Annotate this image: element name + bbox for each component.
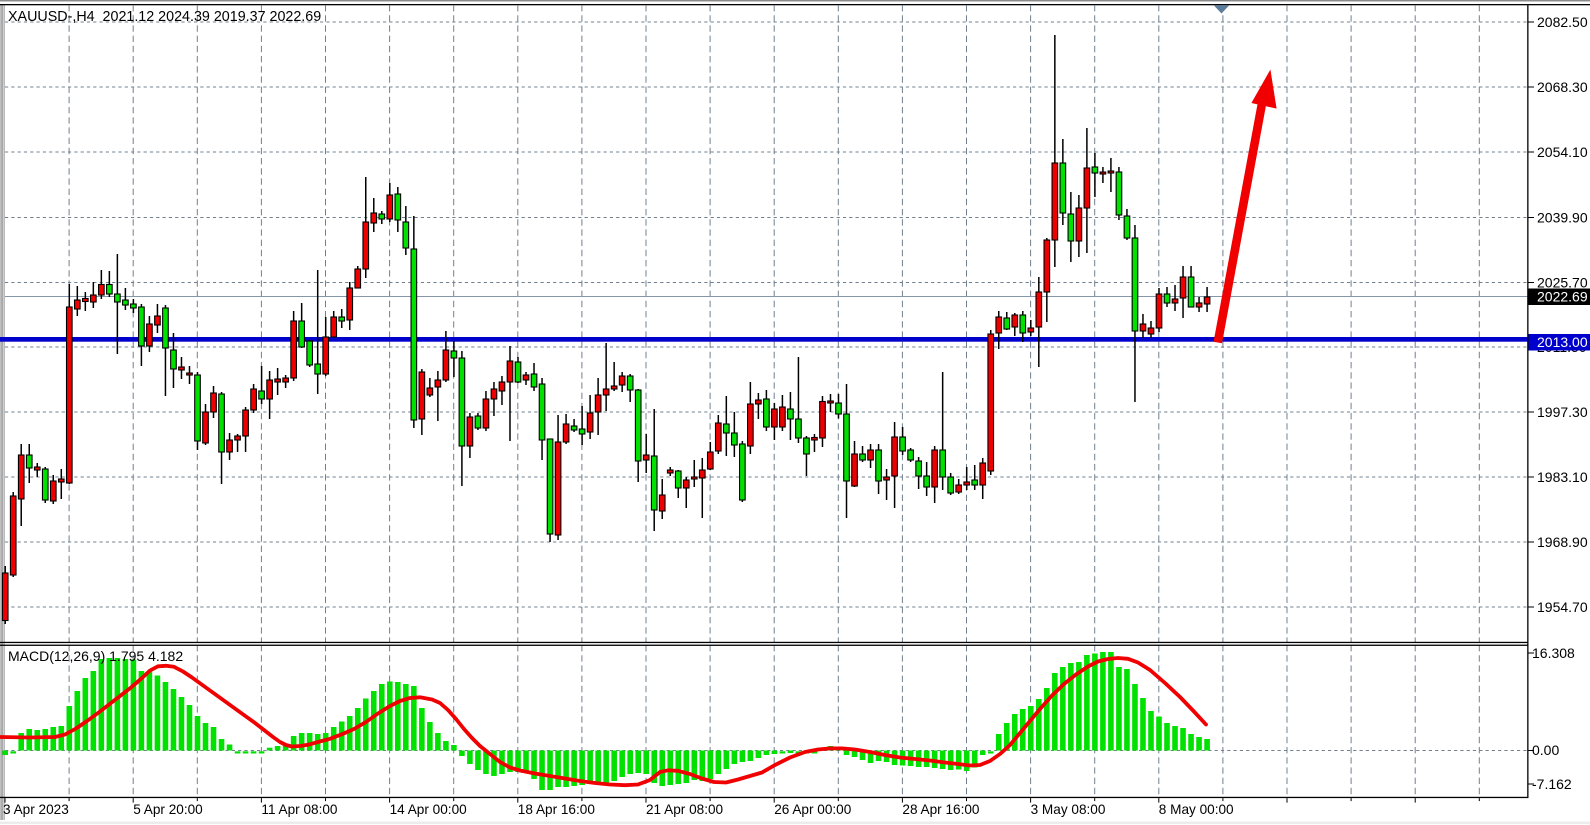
svg-text:2013.00: 2013.00 — [1537, 334, 1588, 350]
svg-text:16.308: 16.308 — [1532, 645, 1575, 661]
svg-text:1983.10: 1983.10 — [1537, 469, 1588, 485]
svg-text:26 Apr 00:00: 26 Apr 00:00 — [774, 802, 852, 817]
svg-text:2022.69: 2022.69 — [1537, 289, 1588, 305]
svg-text:2025.70: 2025.70 — [1537, 275, 1588, 291]
svg-text:1997.30: 1997.30 — [1537, 404, 1588, 420]
svg-text:2068.30: 2068.30 — [1537, 79, 1588, 95]
svg-text:21 Apr 08:00: 21 Apr 08:00 — [646, 802, 724, 817]
svg-text:5 Apr 20:00: 5 Apr 20:00 — [133, 802, 203, 817]
svg-text:3 Apr 2023: 3 Apr 2023 — [3, 802, 69, 817]
svg-text:3 May 08:00: 3 May 08:00 — [1031, 802, 1106, 817]
svg-text:2039.90: 2039.90 — [1537, 210, 1588, 226]
svg-text:2054.10: 2054.10 — [1537, 144, 1588, 160]
svg-text:8 May 00:00: 8 May 00:00 — [1159, 802, 1234, 817]
svg-text:11 Apr 08:00: 11 Apr 08:00 — [261, 802, 338, 817]
svg-text:2082.50: 2082.50 — [1537, 14, 1588, 30]
svg-text:28 Apr 16:00: 28 Apr 16:00 — [902, 802, 980, 817]
svg-text:-7.162: -7.162 — [1532, 776, 1572, 792]
svg-text:14 Apr 00:00: 14 Apr 00:00 — [390, 802, 468, 817]
svg-text:XAUUSD-,H4 2021.12 2024.39 20: XAUUSD-,H4 2021.12 2024.39 2019.37 2022.… — [8, 9, 321, 25]
svg-text:1968.90: 1968.90 — [1537, 534, 1588, 550]
svg-text:1954.70: 1954.70 — [1537, 599, 1588, 615]
svg-text:0.00: 0.00 — [1532, 742, 1559, 758]
svg-text:MACD(12,26,9) 1.795 4.182: MACD(12,26,9) 1.795 4.182 — [8, 648, 183, 664]
svg-text:18 Apr 16:00: 18 Apr 16:00 — [518, 802, 596, 817]
